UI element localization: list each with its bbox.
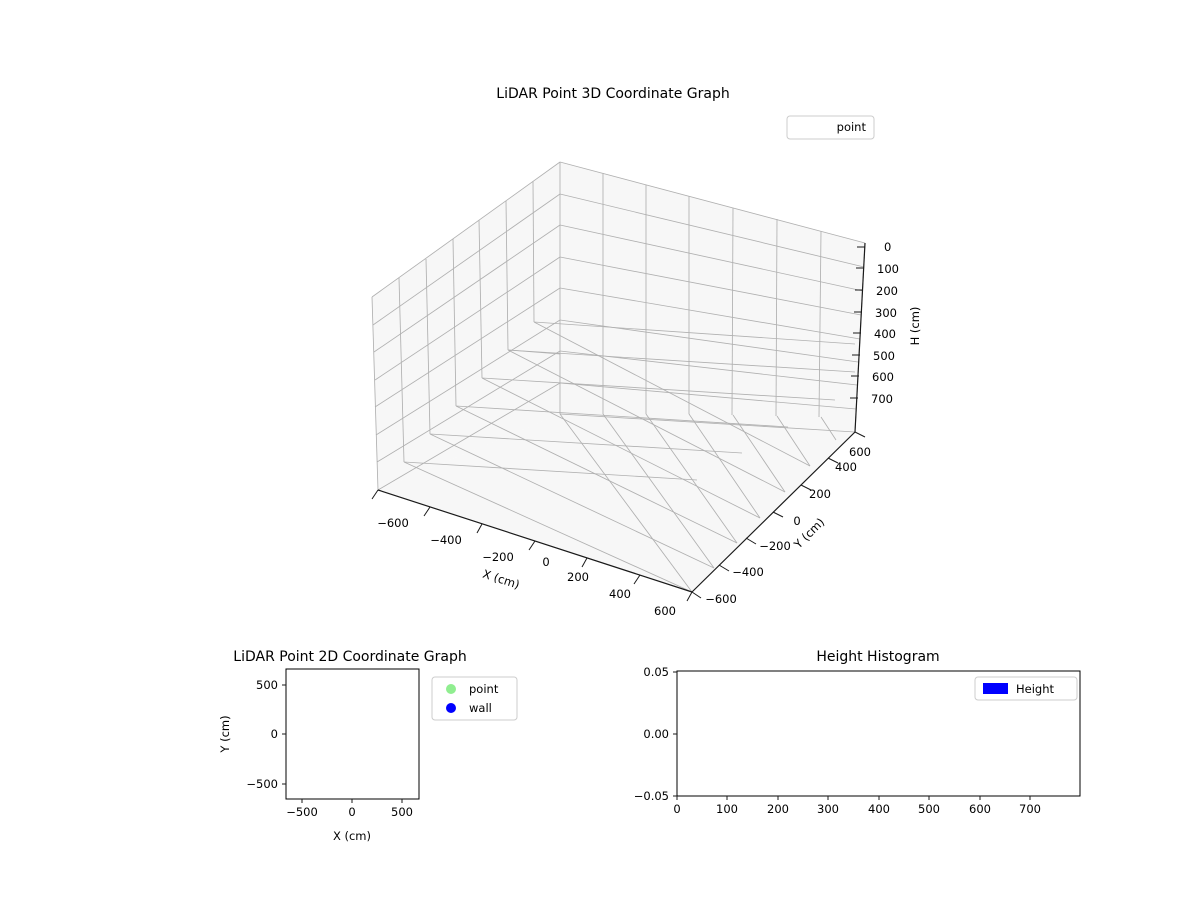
axes-histogram[interactable]: Height Histogram 0.05 0.00 −0.05 [634, 649, 1081, 816]
plot3d-legend-box [786, 115, 875, 140]
histogram-ytick-2: −0.05 [634, 789, 669, 803]
plot3d-legend[interactable]: point [786, 115, 875, 140]
histogram-xtick-2: 200 [767, 802, 789, 816]
plot2d-yaxis-label: Y (cm) [218, 715, 232, 753]
plot2d-xaxis: −500 0 500 X (cm) [286, 799, 413, 843]
plot2d-ytick-2: −500 [246, 777, 278, 791]
plot2d-xtick-0: −500 [286, 805, 318, 819]
plot2d-yaxis: 500 0 −500 Y (cm) [218, 678, 286, 791]
histogram-xtick-1: 100 [716, 802, 738, 816]
pane-xy [378, 414, 855, 592]
histogram-legend-swatch-height [983, 683, 1008, 694]
plot3d-ytick-1: −400 [732, 565, 764, 579]
plot2d-xaxis-label: X (cm) [333, 829, 371, 843]
histogram-xtick-4: 400 [868, 802, 890, 816]
plot2d-xtick-2: 500 [391, 805, 413, 819]
plot2d-legend-label-point: point [469, 682, 499, 696]
plot3d-ytick-5: 400 [835, 460, 857, 474]
plot3d-ztick-4: 400 [874, 327, 896, 341]
plot3d-xtick-3: 0 [542, 555, 549, 569]
plot3d-xtick-0: −600 [377, 516, 409, 530]
histogram-title: Height Histogram [816, 649, 939, 665]
plot3d-zaxis-label: H (cm) [908, 307, 922, 346]
histogram-xtick-5: 500 [918, 802, 940, 816]
plot3d-ztick-2: 200 [876, 284, 898, 298]
plot3d-title: LiDAR Point 3D Coordinate Graph [496, 86, 729, 102]
histogram-xtick-0: 0 [673, 802, 680, 816]
plot3d-xtick-6: 600 [654, 604, 676, 618]
histogram-yaxis: 0.05 0.00 −0.05 [634, 665, 677, 803]
plot3d-xtick-1: −400 [430, 533, 462, 547]
plot3d-ytick-3: 0 [793, 514, 800, 528]
histogram-xtick-3: 300 [817, 802, 839, 816]
plot3d-legend-label-point: point [837, 120, 867, 134]
plot3d-ztick-7: 700 [871, 392, 893, 406]
plot3d-xtick-4: 200 [567, 570, 589, 584]
plot3d-grid-xz [371, 161, 561, 491]
plot3d-zaxis: 0 100 200 300 400 500 600 700 H (cm) [850, 240, 922, 433]
plot3d-ztick-0: 0 [884, 240, 891, 254]
plot2d-ytick-1: 0 [271, 727, 278, 741]
plot3d-xaxis: −600 −400 −200 0 200 400 600 X (cm) [371, 489, 693, 618]
plot3d-ytick-2: −200 [759, 539, 791, 553]
histogram-ytick-1: 0.00 [643, 727, 669, 741]
pane-yz [560, 162, 865, 432]
histogram-xtick-6: 600 [969, 802, 991, 816]
histogram-xaxis: 0 100 200 300 400 500 600 700 [673, 796, 1041, 816]
histogram-xtick-7: 700 [1019, 802, 1041, 816]
plot3d-xtick-5: 400 [609, 587, 631, 601]
histogram-legend-box [974, 676, 1078, 701]
plot3d-ytick-4: 200 [809, 487, 831, 501]
axes-3d[interactable]: LiDAR Point 3D Coordinate Graph [371, 86, 922, 618]
plot3d-ztick-1: 100 [877, 262, 899, 276]
histogram-legend[interactable]: Height [974, 676, 1078, 701]
plot2d-title: LiDAR Point 2D Coordinate Graph [233, 649, 466, 665]
plot2d-ytick-0: 500 [256, 678, 278, 692]
plot2d-legend-marker-point [446, 684, 456, 694]
plot3d-ztick-3: 300 [875, 306, 897, 320]
histogram-ytick-0: 0.05 [643, 665, 669, 679]
histogram-legend-label-height: Height [1016, 682, 1055, 696]
plot2d-xtick-1: 0 [348, 805, 355, 819]
plot3d-grid-yz [559, 161, 866, 433]
plot2d-legend[interactable]: point wall [431, 676, 518, 721]
plot3d-xtick-2: −200 [482, 550, 514, 564]
plot3d-ztick-6: 600 [872, 370, 894, 384]
plot3d-ytick-6: 600 [849, 445, 871, 459]
plot3d-grid-xy [403, 321, 856, 593]
plot3d-ytick-0: −600 [705, 592, 737, 606]
axes-2d[interactable]: LiDAR Point 2D Coordinate Graph 500 0 −5… [218, 649, 518, 843]
plot3d-ztick-5: 500 [873, 349, 895, 363]
plot2d-legend-label-wall: wall [469, 701, 492, 715]
plot2d-legend-marker-wall [446, 703, 456, 713]
